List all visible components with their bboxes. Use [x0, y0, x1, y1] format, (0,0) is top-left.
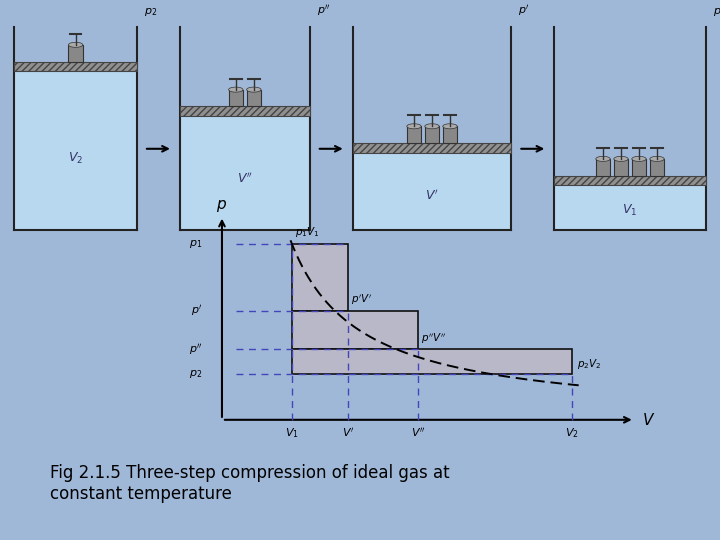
Text: $p$: $p$: [217, 198, 228, 214]
Text: $p'V'$: $p'V'$: [351, 292, 372, 307]
Bar: [292, 244, 348, 310]
Bar: [353, 143, 511, 153]
Text: $V_1$: $V_1$: [622, 202, 638, 218]
Text: $p'$: $p'$: [518, 3, 530, 18]
Text: $p^{\prime\prime}V^{\prime\prime}$: $p^{\prime\prime}V^{\prime\prime}$: [421, 332, 446, 346]
Text: $p_2$: $p_2$: [144, 6, 157, 18]
Bar: [554, 185, 706, 230]
Text: $p''$: $p''$: [317, 3, 330, 18]
Ellipse shape: [246, 87, 261, 92]
Ellipse shape: [425, 124, 439, 129]
Text: $V''$: $V''$: [237, 172, 253, 186]
Text: $p'$: $p'$: [191, 303, 202, 318]
Bar: [649, 159, 664, 176]
Bar: [613, 159, 628, 176]
Bar: [180, 106, 310, 116]
Bar: [292, 349, 572, 374]
Text: $p_1$: $p_1$: [713, 6, 720, 18]
Bar: [14, 71, 137, 230]
Text: $p^{\prime\prime}$: $p^{\prime\prime}$: [189, 342, 202, 357]
Bar: [407, 126, 421, 143]
Text: $V'$: $V'$: [425, 188, 439, 202]
Bar: [228, 90, 243, 106]
Text: $V_2$: $V_2$: [68, 151, 84, 166]
Bar: [596, 159, 610, 176]
Text: $p_1$: $p_1$: [189, 238, 202, 250]
Ellipse shape: [229, 87, 243, 92]
Bar: [554, 176, 706, 185]
Text: $p_2$: $p_2$: [189, 368, 202, 380]
Text: $p_1V_1$: $p_1V_1$: [295, 225, 320, 239]
Text: $V_2$: $V_2$: [564, 426, 579, 440]
Bar: [246, 90, 261, 106]
Ellipse shape: [595, 157, 610, 161]
Bar: [14, 62, 137, 71]
Text: Fig 2.1.5 Three-step compression of ideal gas at
constant temperature: Fig 2.1.5 Three-step compression of idea…: [50, 464, 450, 503]
Text: $V'$: $V'$: [342, 426, 354, 439]
Bar: [180, 116, 310, 230]
Bar: [292, 310, 418, 349]
Bar: [425, 126, 439, 143]
Ellipse shape: [632, 157, 647, 161]
Bar: [443, 126, 457, 143]
Text: $V$: $V$: [642, 412, 655, 428]
Bar: [68, 45, 83, 62]
Ellipse shape: [68, 42, 83, 48]
Text: $V^{\prime\prime}$: $V^{\prime\prime}$: [410, 426, 425, 439]
Bar: [353, 153, 511, 230]
Bar: [632, 159, 647, 176]
Ellipse shape: [407, 124, 421, 129]
Ellipse shape: [649, 157, 664, 161]
Text: $V_1$: $V_1$: [285, 426, 299, 440]
Ellipse shape: [443, 124, 457, 129]
Text: $p_2V_2$: $p_2V_2$: [577, 357, 602, 372]
Ellipse shape: [613, 157, 628, 161]
